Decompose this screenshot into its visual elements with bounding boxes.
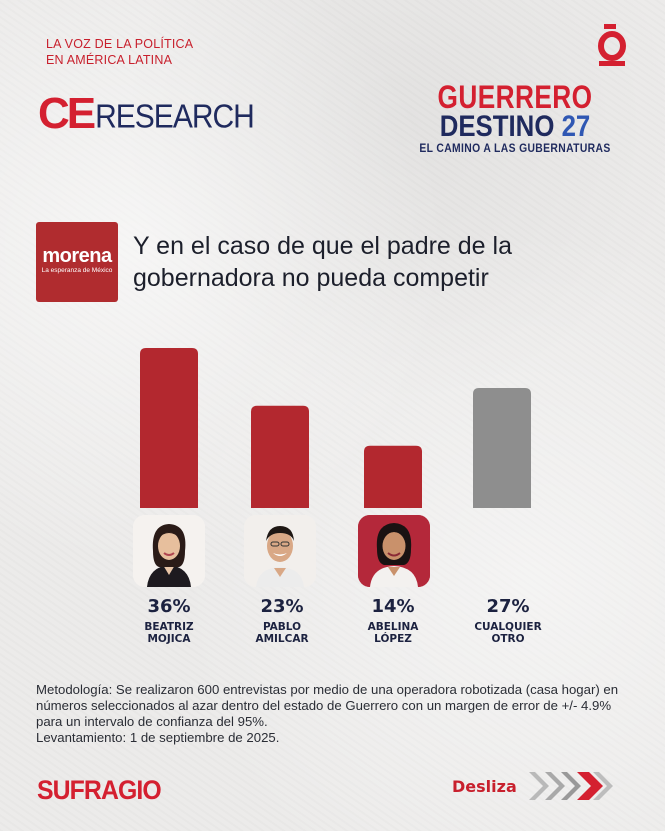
swipe-label: Desliza (452, 776, 517, 796)
category-label-line: AMILCAR (255, 633, 309, 645)
category-label-cualquier-otro: CUALQUIER OTRO (453, 621, 563, 645)
candidate-photo-abelina-lopez (358, 515, 430, 587)
chart-title: Y en el caso de que el padre de la gober… (133, 232, 512, 292)
guerrero-destino-logo: GUERRERO DESTINO 27 EL CAMINO A LAS GUBE… (408, 80, 622, 156)
bar-beatriz-mojica (140, 348, 198, 508)
ce-logo-research: RESEARCH (95, 98, 255, 136)
swipe-cta[interactable]: Desliza (452, 768, 617, 804)
category-label-line: BEATRIZ (144, 621, 194, 633)
category-label-abelina-lopez: ABELINA LÓPEZ (338, 621, 448, 645)
methodology-note: Metodología: Se realizaron 600 entrevist… (36, 682, 634, 746)
campaign-number: 27 (561, 110, 591, 143)
value-label-abelina-lopez: 14% (371, 596, 415, 617)
tagline: LA VOZ DE LA POLÍTICA EN AMÉRICA LATINA (46, 36, 193, 68)
fieldwork-date: Levantamiento: 1 de septiembre de 2025. (36, 730, 280, 745)
sufragio-logo: SUFRAGIO (37, 775, 162, 805)
tagline-line-1: LA VOZ DE LA POLÍTICA (46, 37, 194, 51)
ce-logo-ce: CE (38, 89, 96, 138)
morena-logo: morena La esperanza de México (36, 222, 118, 302)
category-label-beatriz-mojica: BEATRIZ MOJICA (114, 621, 224, 645)
value-label-beatriz-mojica: 36% (147, 596, 191, 617)
category-label-line: CUALQUIER (474, 621, 542, 633)
campaign-line-1: GUERRERO (437, 79, 593, 115)
tagline-line-2: EN AMÉRICA LATINA (46, 53, 173, 67)
ce-research-logo: CE RESEARCH (38, 89, 255, 138)
morena-slogan: La esperanza de México (41, 267, 113, 274)
category-label-line: OTRO (491, 633, 525, 645)
brand-corner-icon (596, 24, 628, 66)
chevron-right-icon (528, 772, 613, 800)
bar-abelina-lopez (364, 445, 422, 508)
campaign-line-2: DESTINO 27 (423, 112, 607, 142)
campaign-line-3: EL CAMINO A LAS GUBERNATURAS (419, 143, 611, 155)
category-label-line: LÓPEZ (374, 633, 412, 645)
category-label-line: ABELINA (367, 621, 419, 633)
category-label-pablo-amilcar: PABLO AMILCAR (227, 621, 337, 645)
candidate-photo-beatriz-mojica (133, 515, 205, 587)
candidate-photo-pablo-amilcar (244, 515, 316, 587)
campaign-destino: DESTINO (439, 110, 555, 143)
category-label-line: PABLO (262, 621, 302, 633)
bar-cualquier-otro (473, 388, 531, 508)
value-label-cualquier-otro: 27% (486, 596, 530, 617)
bar-pablo-amilcar (251, 405, 309, 508)
value-label-pablo-amilcar: 23% (260, 596, 304, 617)
category-label-line: MOJICA (147, 633, 191, 645)
morena-name: morena (42, 245, 112, 267)
methodology-text: Metodología: Se realizaron 600 entrevist… (36, 682, 619, 729)
